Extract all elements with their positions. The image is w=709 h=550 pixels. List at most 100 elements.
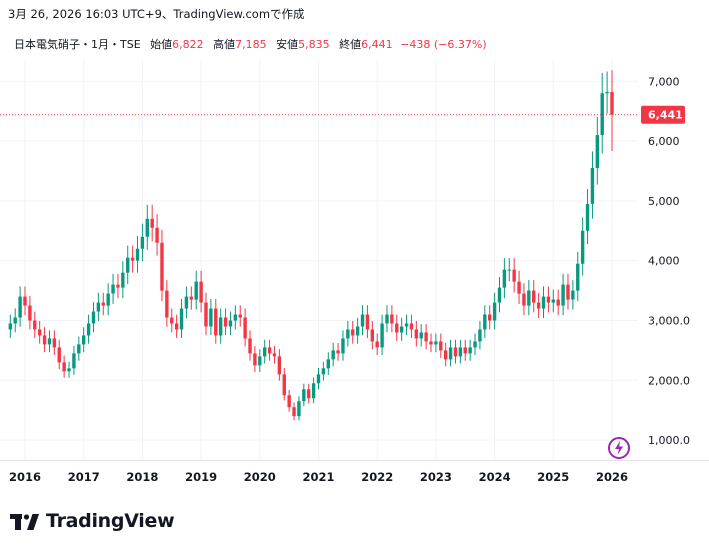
candle-body	[214, 308, 218, 336]
candle-body	[561, 284, 565, 306]
candle-body	[492, 302, 497, 321]
x-tick-label: 2019	[185, 470, 217, 484]
x-tick-label: 2022	[361, 470, 393, 484]
candle-body	[96, 302, 101, 312]
candle-body	[311, 383, 316, 399]
candle-body	[522, 293, 526, 306]
candle-body	[434, 341, 438, 345]
open-value: 6,822	[172, 38, 204, 51]
candle-body	[23, 296, 27, 306]
candle-body	[165, 290, 169, 318]
y-tick-label: 5,000	[648, 195, 680, 208]
flash-icon[interactable]	[608, 437, 630, 459]
candle-body	[375, 341, 379, 348]
y-tick-label: 3,000.0	[648, 315, 690, 328]
symbol-name: 日本電気硝子・1月・TSE	[14, 38, 141, 51]
candle-body	[390, 314, 394, 324]
chart-header: 3月 26, 2026 16:03 UTC+9、TradingView.comで…	[8, 7, 305, 21]
candle-body	[439, 341, 443, 351]
candle-body	[536, 302, 541, 309]
candle-body	[106, 293, 110, 306]
candle-body	[580, 230, 585, 264]
tradingview-logo-icon	[10, 514, 39, 530]
candle-body	[277, 356, 282, 375]
candle-body	[140, 236, 145, 249]
candle-body	[576, 263, 580, 291]
candle-body	[541, 296, 546, 309]
candle-body	[121, 272, 125, 288]
candle-body	[174, 323, 179, 330]
candle-body	[297, 401, 301, 417]
low-value: 5,835	[298, 38, 330, 51]
candle-body	[253, 353, 257, 366]
symbol-legend: 日本電気硝子・1月・TSE 始値6,822 高値7,185 安値5,835 終値…	[14, 36, 487, 52]
candle-body	[316, 374, 321, 384]
candle-body	[307, 389, 311, 399]
candle-body	[551, 299, 555, 303]
candle-body	[341, 338, 345, 354]
candle-body	[507, 269, 511, 271]
candle-body	[13, 317, 17, 324]
candle-body	[267, 347, 272, 354]
x-tick-label: 2023	[420, 470, 452, 484]
candle-body	[18, 296, 22, 318]
candle-body	[170, 317, 174, 324]
candle-body	[101, 302, 105, 306]
candle-body	[228, 320, 233, 327]
x-tick-label: 2024	[479, 470, 511, 484]
candle-body	[355, 326, 360, 336]
price-chart[interactable]: 1,000.0 2,000.0 3,000.0 4,000 5,000 6,000 7,00…	[0, 60, 709, 500]
candle-body	[179, 308, 184, 330]
x-tick-label: 2018	[126, 470, 158, 484]
candle-body	[160, 242, 164, 291]
candle-body	[82, 335, 86, 345]
candle-body	[47, 338, 52, 345]
candle-body	[585, 203, 590, 231]
candle-body	[184, 296, 189, 309]
candle-body	[37, 329, 42, 336]
y-tick-label: 6,000	[648, 135, 680, 148]
candle-body	[287, 395, 291, 408]
candle-body	[424, 332, 428, 342]
candle-body	[595, 135, 600, 169]
candle-body	[204, 302, 208, 327]
candle-body	[346, 329, 350, 339]
candle-body	[223, 317, 228, 327]
close-value: 6,441	[361, 38, 393, 51]
candle-body	[116, 284, 120, 288]
candle-body	[497, 287, 502, 303]
candle-body	[238, 314, 242, 318]
candle-body	[272, 353, 277, 357]
candle-body	[42, 335, 47, 345]
candle-body	[218, 317, 223, 336]
candle-body	[399, 326, 404, 333]
candle-body	[155, 227, 159, 243]
candle-body	[302, 389, 306, 402]
y-tick-label: 2,000.0	[648, 374, 690, 387]
candle-body	[527, 290, 531, 306]
candle-body	[248, 338, 252, 354]
low-label: 安値	[276, 38, 299, 51]
candle-body	[429, 341, 433, 345]
candle-body	[111, 284, 115, 294]
candle-body	[365, 314, 370, 330]
x-tick-label: 2016	[9, 470, 41, 484]
candle-body	[605, 91, 609, 94]
candle-body	[380, 323, 384, 348]
candle-body	[135, 248, 140, 261]
candle-body	[370, 329, 375, 342]
candle-body	[360, 314, 365, 327]
candle-body	[282, 374, 286, 396]
x-tick-label: 2026	[596, 470, 628, 484]
x-tick-label: 2020	[244, 470, 276, 484]
candle-body	[512, 269, 516, 282]
candle-body	[546, 296, 551, 303]
x-tick-label: 2017	[68, 470, 100, 484]
candle-body	[571, 290, 575, 300]
candle-body	[600, 93, 604, 136]
candle-body	[468, 347, 472, 354]
candle-body	[404, 323, 409, 327]
candle-body	[77, 344, 81, 354]
candle-body	[517, 281, 521, 294]
candle-body	[233, 314, 238, 321]
